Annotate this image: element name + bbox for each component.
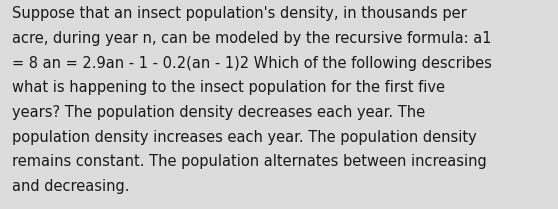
Text: and decreasing.: and decreasing.	[12, 179, 130, 194]
Text: remains constant. The population alternates between increasing: remains constant. The population alterna…	[12, 154, 487, 169]
Text: = 8 an = 2.9an - 1 - 0.2(an - 1)2 Which of the following describes: = 8 an = 2.9an - 1 - 0.2(an - 1)2 Which …	[12, 56, 492, 71]
Text: what is happening to the insect population for the first five: what is happening to the insect populati…	[12, 80, 445, 95]
Text: Suppose that an insect population's density, in thousands per: Suppose that an insect population's dens…	[12, 6, 467, 21]
Text: population density increases each year. The population density: population density increases each year. …	[12, 130, 477, 145]
Text: acre, during year n, can be modeled by the recursive formula: a1: acre, during year n, can be modeled by t…	[12, 31, 492, 46]
Text: years? The population density decreases each year. The: years? The population density decreases …	[12, 105, 425, 120]
